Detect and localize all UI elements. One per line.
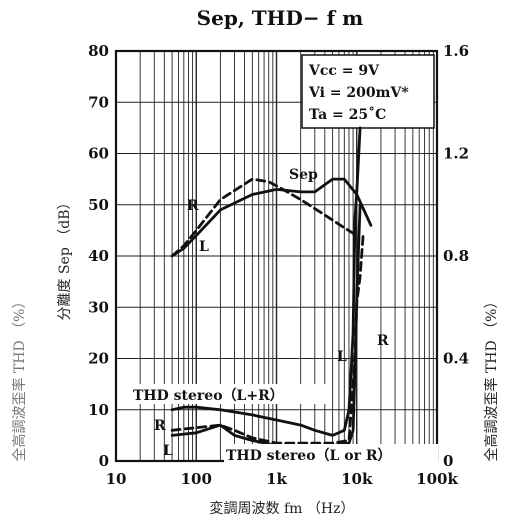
right-tick-label: 0 bbox=[443, 452, 453, 470]
y-axis-label-left: 分離度 Sep （dB） bbox=[56, 196, 73, 321]
thd-l-label-left: L bbox=[163, 443, 173, 459]
thd-stereo-lr-label: THD stereo（L+R） bbox=[133, 388, 284, 404]
x-tick-labels: 10 100 1k 10k 100k bbox=[106, 470, 459, 488]
thd-stereo-lor-label: THD stereo（L or R） bbox=[226, 448, 391, 464]
x-tick-label: 10k bbox=[341, 470, 373, 488]
series-line-sep-r bbox=[170, 177, 359, 258]
right-tick-label: 1.6 bbox=[443, 42, 469, 60]
thd-r-label-left: R bbox=[154, 418, 166, 434]
thd-l-label-right: L bbox=[337, 349, 347, 365]
series-line-sep-l bbox=[170, 177, 373, 258]
left-tick-label: 30 bbox=[88, 298, 109, 316]
left-tick-label: 10 bbox=[88, 401, 109, 419]
left-tick-label: 20 bbox=[88, 350, 109, 368]
left-tick-label: 80 bbox=[88, 42, 109, 60]
x-axis-label: 変調周波数 fm （Hz） bbox=[210, 500, 355, 517]
condition-vi: Vi = 200mV* bbox=[308, 85, 409, 101]
left-tick-label: 0 bbox=[99, 452, 109, 470]
left-tick-labels: 0 10 20 30 40 50 60 70 80 bbox=[88, 42, 109, 470]
left-tick-label: 70 bbox=[88, 93, 109, 111]
right-tick-label: 0.4 bbox=[443, 350, 469, 368]
condition-ta: Ta = 25˚C bbox=[309, 106, 386, 123]
left-tick-label: 60 bbox=[88, 145, 109, 163]
thd-stereo-lor-bg bbox=[224, 444, 438, 464]
series-line-thd-r bbox=[170, 234, 365, 445]
right-tick-labels: 0 0.4 0.8 1.2 1.6 bbox=[443, 42, 469, 470]
sep-r-label: R bbox=[187, 198, 199, 214]
x-tick-label: 100k bbox=[416, 470, 458, 488]
sep-label: Sep bbox=[289, 167, 318, 183]
right-tick-label: 0.8 bbox=[443, 247, 469, 265]
x-tick-label: 100 bbox=[181, 470, 212, 488]
x-tick-label: 10 bbox=[106, 470, 127, 488]
right-tick-label: 1.2 bbox=[443, 145, 469, 163]
x-tick-label: 1k bbox=[266, 470, 287, 488]
left-tick-label: 50 bbox=[88, 196, 109, 214]
thd-stereo-lr-bg bbox=[131, 384, 327, 404]
condition-vcc: Vcc = 9V bbox=[308, 63, 380, 79]
sep-l-label: L bbox=[199, 239, 209, 255]
y-axis-label-right: 全高調波歪率 THD （%） bbox=[483, 295, 500, 462]
series-line-thd-stereo-l-r bbox=[170, 126, 362, 437]
conditions-box: Vcc = 9V Vi = 200mV* Ta = 25˚C bbox=[301, 54, 435, 129]
chart-title: Sep, THD− f m bbox=[197, 6, 364, 30]
conditions-frame bbox=[301, 54, 435, 129]
thd-r-label-right: R bbox=[377, 333, 389, 349]
y-axis-label-left-outer: 全高調波歪率 THD （%） bbox=[11, 295, 28, 462]
left-tick-label: 40 bbox=[88, 247, 109, 265]
